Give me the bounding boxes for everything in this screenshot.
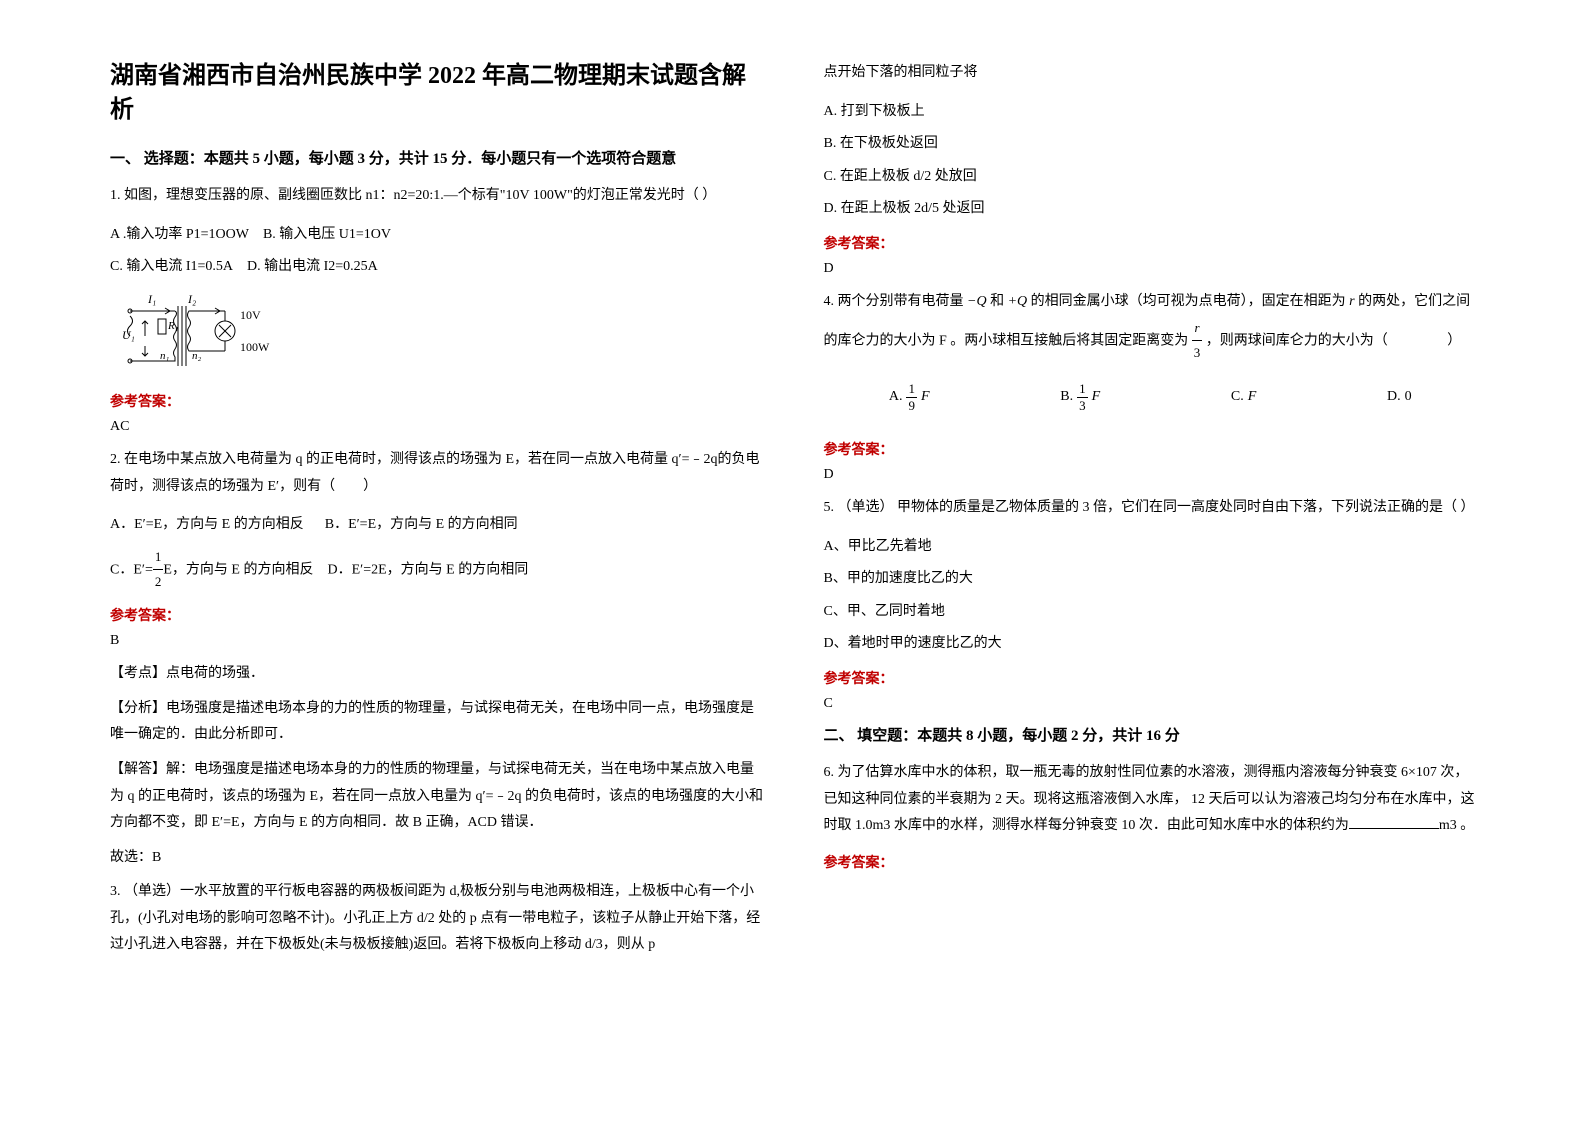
frac-half: 12 [153,545,164,595]
label-100w: 100W [240,340,270,354]
q3-optA: A. 打到下极板上 [824,99,1478,126]
left-column: 湖南省湘西市自治州民族中学 2022 年高二物理期末试题含解析 一、 选择题：本… [80,60,794,1062]
q3-optC: C. 在距上极板 d/2 处放回 [824,164,1478,191]
q6-stem: 6. 为了估算水库中水的体积，取一瓶无毒的放射性同位素的水溶液，测得瓶内溶液每分… [824,765,1475,833]
q1-answer: AC [110,419,764,435]
q4-stem-t2: 和 [990,294,1004,309]
exam-title: 湖南省湘西市自治州民族中学 2022 年高二物理期末试题含解析 [110,60,764,127]
charge-pos: +Q [1008,294,1028,309]
q4-stem-t5: ，则两球间库仑力的大小为（ ） [1206,333,1462,348]
q6-unit: m3 。 [1439,818,1474,833]
q5-answer-label: 参考答案： [824,668,1478,688]
q2-conclusion: 故选：B [110,845,764,872]
q2-opts-ab: A．E′=E，方向与 E 的方向相反 B．E′=E，方向与 E 的方向相同 [110,512,764,539]
q4-stem-t1: 4. 两个分别带有电荷量 [824,294,964,309]
var-r: r [1349,294,1354,309]
q5-optA: A、甲比乙先着地 [824,534,1478,561]
circuit-diagram: I₁ I₂ U₁ R₁ n₁ n₂ 10V [120,291,764,376]
q5-answer: C [824,696,1478,712]
q2-optA: A．E′=E，方向与 E 的方向相反 [110,517,304,532]
q3-optD: D. 在距上极板 2d/5 处返回 [824,196,1478,223]
var-F-a: F [921,389,930,405]
q2-optB: B．E′=E，方向与 E 的方向相同 [325,517,518,532]
q4-answer-label: 参考答案： [824,439,1478,459]
q4-optD: D. 0 [1387,389,1412,405]
q2-answer: B [110,633,764,649]
label-R: R₁ [167,320,179,332]
q4-optC-label: C. [1231,389,1244,405]
right-column: 点开始下落的相同粒子将 A. 打到下极板上 B. 在下极板处返回 C. 在距上极… [794,60,1508,1062]
label-I2: I₂ [187,292,196,306]
blank [1349,828,1439,829]
q4-stem-t3: 的相同金属小球（均可视为点电荷），固定在相距为 [1031,294,1346,309]
q4-answer: D [824,467,1478,483]
section1-header: 一、 选择题：本题共 5 小题，每小题 3 分，共计 15 分．每小题只有一个选… [110,147,764,168]
label-n1: n₁ [160,350,170,362]
q3-stem-p1: 3. （单选）一水平放置的平行板电容器的两极板间距为 d,极板分别与电池两极相连… [110,879,764,959]
label-I1: I₁ [147,292,156,306]
q1-optD: D. 输出电流 I2=0.25A [247,259,378,274]
q6-answer-label: 参考答案： [824,852,1478,872]
q2-answer-label: 参考答案： [110,605,764,625]
q4-optC-val: F [1248,389,1257,405]
q4-optA: A. 19F [889,381,930,414]
q2-stem: 2. 在电场中某点放入电荷量为 q 的正电荷时，测得该点的场强为 E，若在同一点… [110,447,764,500]
q2-optC-suffix: E，方向与 E 的方向相反 [163,562,313,577]
q1-optC: C. 输入电流 I1=0.5A [110,259,233,274]
q1-opts-ab: A .输入功率 P1=1OOW B. 输入电压 U1=1OV [110,222,764,249]
q3-answer-label: 参考答案： [824,233,1478,253]
q1-stem: 1. 如图，理想变压器的原、副线圈匝数比 n1：n2=20:1.—个标有"10V… [110,183,764,210]
section2-header: 二、 填空题：本题共 8 小题，每小题 2 分，共计 16 分 [824,724,1478,745]
q2-analysis: 【分析】电场强度是描述电场本身的力的性质的物理量，与试探电荷无关，在电场中同一点… [110,696,764,749]
q3-optB: B. 在下极板处返回 [824,131,1478,158]
frac-r3: r3 [1192,316,1203,366]
q3-stem-p2: 点开始下落的相同粒子将 [824,60,1478,87]
label-10v: 10V [240,308,261,322]
q2-optC-prefix: C．E′= [110,562,153,577]
q2-optD: D．E′=2E，方向与 E 的方向相同 [327,562,528,577]
charge-neg: −Q [967,294,987,309]
q5-stem: 5. （单选） 甲物体的质量是乙物体质量的 3 倍，它们在同一高度处同时自由下落… [824,495,1478,522]
q1-optA: A .输入功率 P1=1OOW [110,227,249,242]
q4-optC: C. F [1231,389,1256,405]
frac-13: 13 [1077,381,1088,414]
q2-exam-point: 【考点】点电荷的场强． [110,661,764,688]
q6: 6. 为了估算水库中水的体积，取一瓶无毒的放射性同位素的水溶液，测得瓶内溶液每分… [824,760,1478,840]
label-n2: n₂ [192,350,202,362]
q4-optD-val: 0 [1405,389,1412,405]
label-U1: U₁ [122,328,135,342]
q1-optB: B. 输入电压 U1=1OV [263,227,391,242]
q4-stem: 4. 两个分别带有电荷量 −Q 和 +Q 的相同金属小球（均可视为点电荷），固定… [824,289,1478,366]
q4-options: A. 19F B. 13F C. F D. 0 [824,381,1478,414]
q5-optB: B、甲的加速度比乙的大 [824,566,1478,593]
q2-solution: 【解答】解：电场强度是描述电场本身的力的性质的物理量，与试探电荷无关，当在电场中… [110,757,764,837]
frac-19: 19 [906,381,917,414]
q3-answer: D [824,261,1478,277]
q4-optD-label: D. [1387,389,1401,405]
q4-optB: B. 13F [1060,381,1100,414]
var-F-b: F [1092,389,1101,405]
q5-optC: C、甲、乙同时着地 [824,599,1478,626]
q4-optB-label: B. [1060,389,1073,405]
q4-optA-label: A. [889,389,903,405]
q1-opts-cd: C. 输入电流 I1=0.5A D. 输出电流 I2=0.25A [110,254,764,281]
q1-answer-label: 参考答案： [110,391,764,411]
q5-optD: D、着地时甲的速度比乙的大 [824,631,1478,658]
q2-opts-cd: C．E′=12E，方向与 E 的方向相反 D．E′=2E，方向与 E 的方向相同 [110,545,764,595]
